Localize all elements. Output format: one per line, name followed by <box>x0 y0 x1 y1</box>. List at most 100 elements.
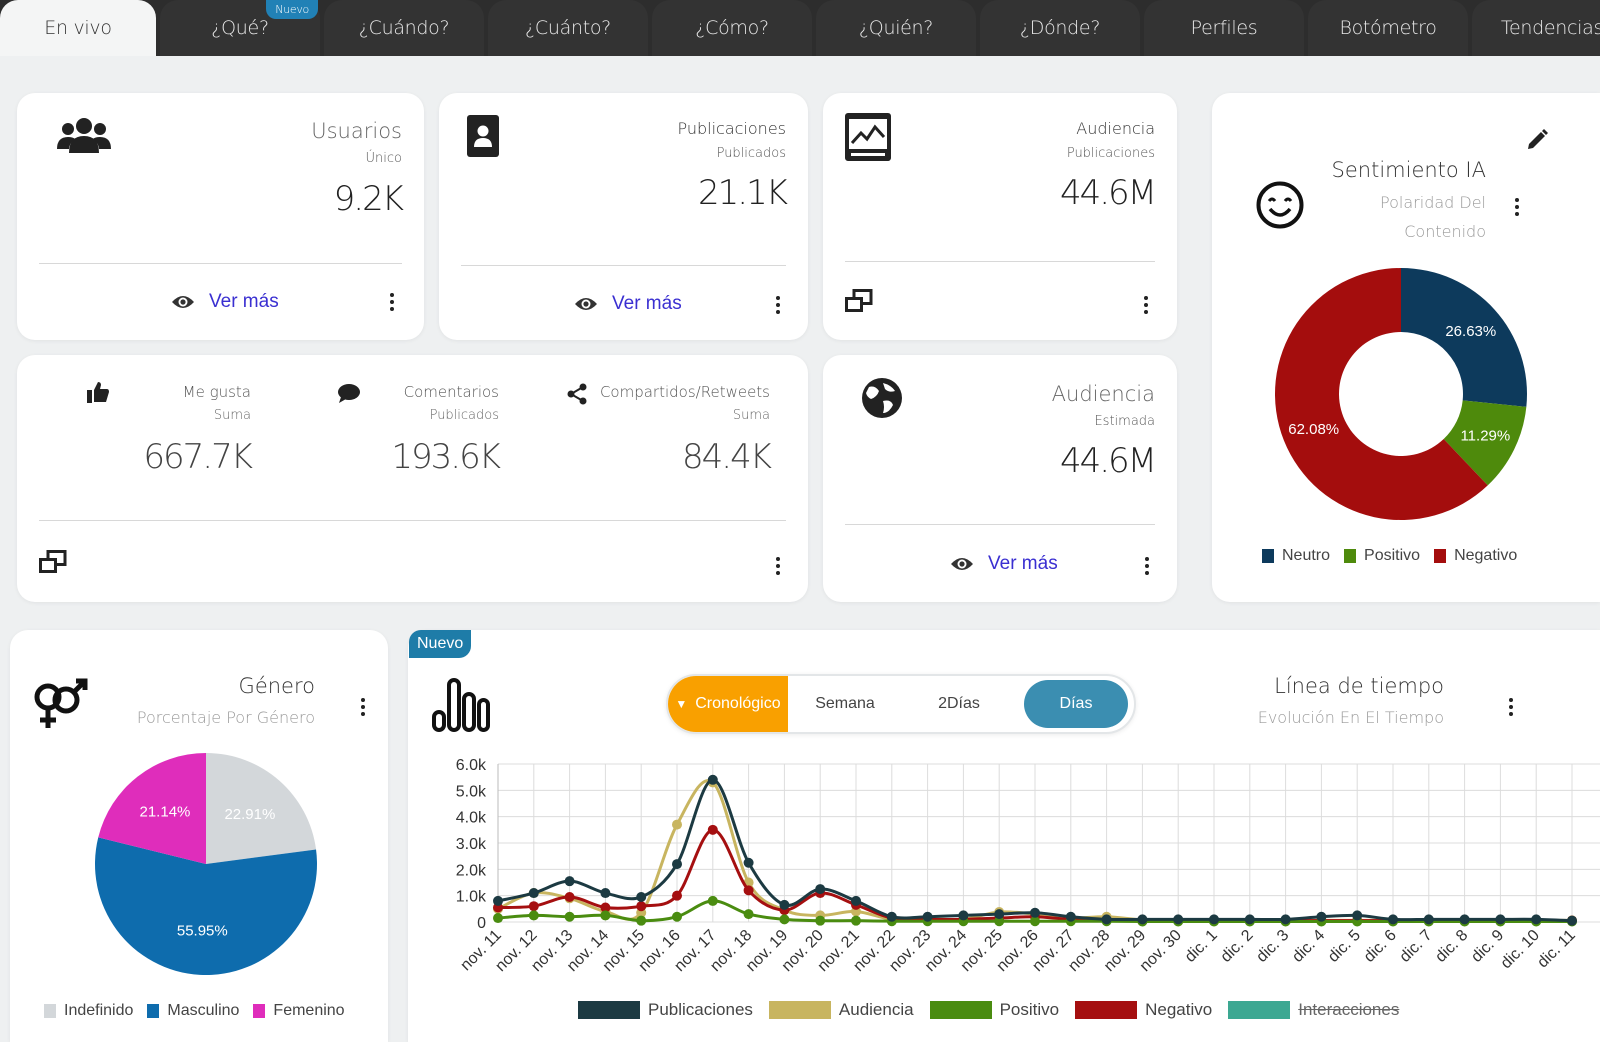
data-point-publicaciones[interactable] <box>1065 911 1076 922</box>
tab-cuanto[interactable]: ¿Cuánto? <box>488 0 648 56</box>
data-point-publicaciones[interactable] <box>1567 915 1577 926</box>
data-point-negativo[interactable] <box>707 824 718 835</box>
data-point-negativo[interactable] <box>564 891 575 902</box>
data-point-positivo[interactable] <box>564 911 575 922</box>
tab-donde[interactable]: ¿Dónde? <box>980 0 1140 56</box>
data-point-positivo[interactable] <box>994 916 1005 927</box>
data-point-negativo[interactable] <box>600 902 611 913</box>
legend-item-neutro[interactable]: Neutro <box>1262 547 1330 565</box>
legend-swatch <box>1344 549 1357 563</box>
data-point-negativo[interactable] <box>636 901 647 912</box>
tab-botometro[interactable]: Botómetro <box>1308 0 1468 56</box>
data-point-publicaciones[interactable] <box>994 909 1005 920</box>
ver-mas-link[interactable]: Ver más <box>950 553 1058 575</box>
data-point-positivo[interactable] <box>779 914 790 925</box>
data-point-negativo[interactable] <box>528 901 539 912</box>
data-point-publicaciones[interactable] <box>1423 914 1434 925</box>
data-point-positivo[interactable] <box>851 915 861 926</box>
sentimiento-slice-positivo[interactable] <box>1443 400 1527 486</box>
tab-tendencias[interactable]: Tendencias <box>1472 0 1600 56</box>
data-point-publicaciones[interactable] <box>958 910 969 921</box>
windows-icon[interactable] <box>39 550 67 574</box>
data-point-publicaciones[interactable] <box>636 891 647 902</box>
segment-2dias[interactable]: 2Días <box>902 676 1016 732</box>
legend-label: Positivo <box>999 1000 1060 1019</box>
data-point-publicaciones[interactable] <box>600 888 611 899</box>
legend-item-negativo[interactable]: Negativo <box>1075 1000 1212 1020</box>
data-point-publicaciones[interactable] <box>707 774 718 785</box>
legend-item-femenino[interactable]: Femenino <box>253 1002 345 1020</box>
data-point-publicaciones[interactable] <box>1388 914 1398 925</box>
legend-item-interacciones[interactable]: Interacciones <box>1228 1000 1399 1020</box>
tab-quien[interactable]: ¿Quién? <box>816 0 976 56</box>
pencil-icon[interactable] <box>1526 129 1548 151</box>
data-point-publicaciones[interactable] <box>1352 910 1363 921</box>
data-point-negativo[interactable] <box>743 885 754 896</box>
more-options-icon[interactable] <box>360 698 366 716</box>
tab-que[interactable]: ¿Qué? Nuevo <box>160 0 320 56</box>
genero-slice-indefinido[interactable] <box>206 753 317 864</box>
data-point-positivo[interactable] <box>672 911 682 922</box>
more-options-icon[interactable] <box>775 296 781 314</box>
sentimiento-slice-neutro[interactable] <box>1401 268 1527 407</box>
more-options-icon[interactable] <box>1143 296 1149 314</box>
data-point-publicaciones[interactable] <box>815 884 826 895</box>
data-point-publicaciones[interactable] <box>1173 914 1184 925</box>
data-point-positivo[interactable] <box>493 913 503 924</box>
data-point-publicaciones[interactable] <box>493 895 503 906</box>
data-point-positivo[interactable] <box>528 910 539 921</box>
data-point-publicaciones[interactable] <box>1531 914 1542 925</box>
ver-mas-link[interactable]: Ver más <box>171 291 279 313</box>
data-point-publicaciones[interactable] <box>1244 914 1255 925</box>
data-point-publicaciones[interactable] <box>1209 914 1219 925</box>
data-point-publicaciones[interactable] <box>851 895 861 906</box>
ver-mas-link[interactable]: Ver más <box>574 293 682 315</box>
data-point-publicaciones[interactable] <box>1101 914 1112 925</box>
data-point-positivo[interactable] <box>636 915 647 926</box>
data-point-publicaciones[interactable] <box>1137 914 1148 925</box>
genero-slice-masculino[interactable] <box>94 837 317 975</box>
data-point-publicaciones[interactable] <box>528 888 539 899</box>
data-point-positivo[interactable] <box>707 895 718 906</box>
data-point-publicaciones[interactable] <box>1316 911 1327 922</box>
data-point-positivo[interactable] <box>743 909 754 920</box>
data-point-publicaciones[interactable] <box>1495 914 1506 925</box>
genero-slice-femenino[interactable] <box>98 753 206 864</box>
data-point-publicaciones[interactable] <box>564 876 575 887</box>
sentimiento-slice-negativo[interactable] <box>1275 268 1488 520</box>
data-point-publicaciones[interactable] <box>1459 914 1470 925</box>
data-point-publicaciones[interactable] <box>1030 907 1040 918</box>
tab-perfiles[interactable]: Perfiles <box>1144 0 1304 56</box>
tab-en-vivo[interactable]: En vivo <box>0 0 156 56</box>
segment-semana[interactable]: Semana <box>788 676 902 732</box>
tab-cuando[interactable]: ¿Cuándo? <box>324 0 484 56</box>
legend-item-audiencia[interactable]: Audiencia <box>768 1000 914 1020</box>
data-point-publicaciones[interactable] <box>922 911 933 922</box>
main-tab-bar: En vivo ¿Qué? Nuevo ¿Cuándo? ¿Cuánto? ¿Có… <box>0 0 1600 56</box>
tab-como[interactable]: ¿Cómo? <box>652 0 812 56</box>
data-point-publicaciones[interactable] <box>886 911 897 922</box>
data-point-publicaciones[interactable] <box>672 859 682 870</box>
more-options-icon[interactable] <box>1514 198 1520 216</box>
legend-item-masculino[interactable]: Masculino <box>147 1002 239 1020</box>
more-options-icon[interactable] <box>1508 698 1514 716</box>
segment-dias[interactable]: Días <box>1024 680 1128 728</box>
data-point-positivo[interactable] <box>600 910 611 921</box>
data-point-audiencia[interactable] <box>672 819 682 830</box>
data-point-positivo[interactable] <box>815 915 826 926</box>
more-options-icon[interactable] <box>1144 557 1150 575</box>
more-options-icon[interactable] <box>389 293 395 311</box>
more-options-icon[interactable] <box>775 557 781 575</box>
legend-item-indefinido[interactable]: Indefinido <box>44 1002 133 1020</box>
legend-item-positivo[interactable]: Positivo <box>929 1000 1060 1020</box>
data-point-negativo[interactable] <box>672 890 682 901</box>
windows-icon[interactable] <box>845 289 873 313</box>
cronologico-dropdown[interactable]: ▼ Cronológico <box>668 676 788 732</box>
data-point-publicaciones[interactable] <box>779 899 790 910</box>
data-point-publicaciones[interactable] <box>743 857 754 868</box>
legend-item-positivo[interactable]: Positivo <box>1344 547 1420 565</box>
data-point-positivo[interactable] <box>1030 916 1040 927</box>
legend-item-negativo[interactable]: Negativo <box>1434 547 1517 565</box>
data-point-publicaciones[interactable] <box>1280 914 1291 925</box>
legend-item-publicaciones[interactable]: Publicaciones <box>578 1000 753 1020</box>
